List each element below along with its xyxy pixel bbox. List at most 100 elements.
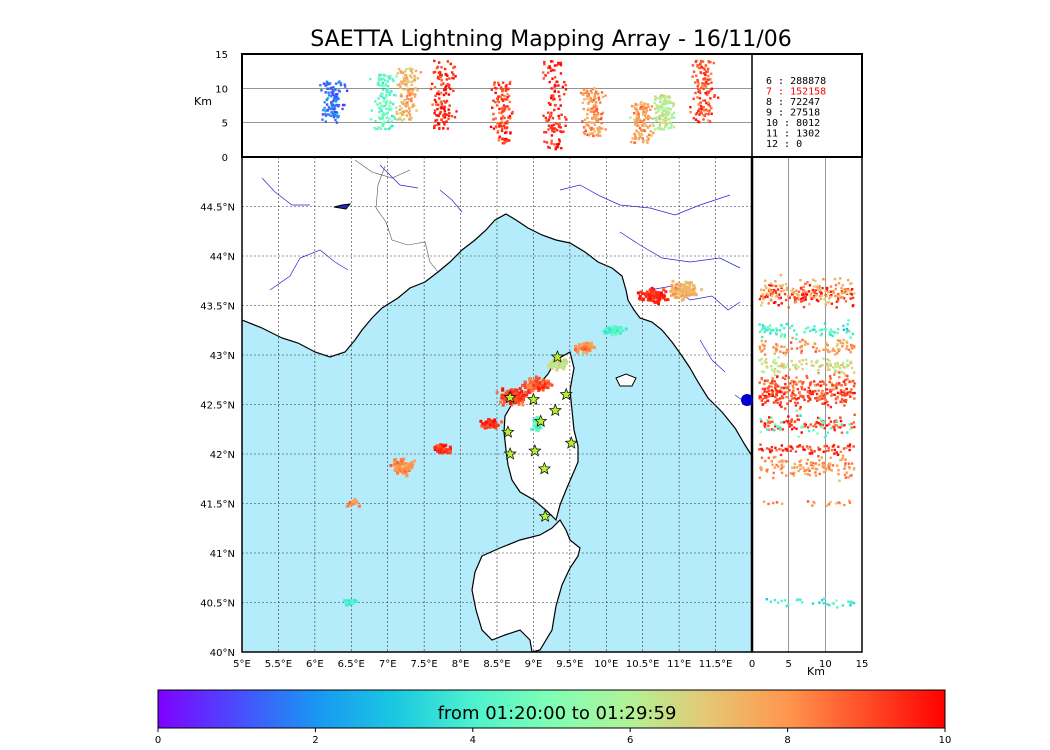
altitude-time-source [411, 68, 414, 71]
altitude-lat-source [760, 362, 764, 365]
altitude-lat-source [812, 380, 816, 383]
lightning-source [502, 393, 506, 397]
altitude-lat-source [816, 432, 819, 435]
altitude-lat-source [759, 395, 762, 399]
lightning-source [355, 500, 359, 504]
altitude-lat-source [845, 446, 848, 449]
altitude-lat-source [835, 424, 838, 427]
altitude-lat-source [780, 405, 783, 409]
altitude-time-source [404, 105, 408, 108]
lightning-source [642, 297, 646, 301]
altitude-lat-source [842, 391, 846, 395]
altitude-lat-source [841, 363, 844, 367]
altitude-lat-source [839, 364, 843, 367]
altitude-lat-source [794, 450, 798, 453]
altitude-time-source [653, 101, 657, 105]
lightning-source [687, 293, 691, 297]
altitude-lat-source [836, 299, 840, 302]
altitude-lat-source [760, 339, 764, 343]
altitude-lat-source [840, 394, 844, 397]
altitude-lat-source [819, 364, 822, 368]
lightning-source [494, 426, 498, 430]
altitude-time-source [672, 111, 676, 115]
altitude-time-source [655, 96, 658, 100]
altitude-time-source [387, 90, 390, 93]
altitude-lat-source [808, 383, 812, 387]
lightning-source [656, 299, 660, 303]
altitude-time-source [557, 107, 560, 110]
lightning-source [694, 293, 698, 297]
altitude-lat-source [792, 393, 795, 396]
altitude-lat-source [846, 288, 849, 292]
altitude-lat-source [829, 377, 832, 380]
altitude-time-source [438, 61, 441, 64]
altitude-lat-source [847, 444, 850, 448]
altitude-lat-source [825, 504, 828, 507]
altitude-time-source [637, 114, 641, 117]
altitude-time-source [408, 115, 412, 118]
altitude-lat-source [809, 461, 813, 464]
altitude-time-source [501, 89, 504, 93]
lightning-source [682, 284, 686, 288]
altitude-lat-source [797, 397, 800, 400]
side-marker [741, 394, 753, 406]
altitude-time-source [642, 121, 646, 125]
altitude-lat-source [842, 399, 846, 403]
altitude-time-source [435, 118, 439, 122]
altitude-lat-source [811, 296, 814, 300]
altitude-lat-source [766, 326, 770, 329]
altitude-lat-source [798, 444, 802, 447]
altitude-time-source [647, 114, 650, 118]
altitude-time-source [430, 82, 434, 86]
altitude-lat-source [782, 363, 786, 366]
altitude-time-source [601, 95, 605, 99]
lightning-source [527, 390, 531, 394]
altitude-lat-source [793, 298, 797, 301]
altitude-time-source [399, 85, 402, 88]
altitude-time-source [443, 107, 446, 111]
lightning-source [670, 284, 674, 288]
altitude-lat-source [799, 459, 803, 462]
altitude-lat-source [799, 297, 803, 301]
altitude-lat-source [797, 469, 800, 473]
altitude-time-source [448, 104, 451, 107]
altitude-lat-source [804, 327, 808, 330]
altitude-lat-source [793, 296, 796, 299]
altitude-lat-source [846, 278, 850, 282]
altitude-time-source [504, 121, 507, 124]
altitude-lat-source [814, 389, 817, 393]
altitude-lat-source [844, 458, 847, 461]
altitude-lat-source [823, 465, 827, 468]
altitude-time-source [506, 126, 509, 129]
altitude-time-source [332, 112, 336, 115]
lightning-source [504, 391, 508, 395]
altitude-lat-source [849, 427, 852, 431]
altitude-lat-source [815, 298, 819, 302]
lightning-source [443, 444, 447, 448]
altitude-time-source [553, 127, 556, 130]
lightning-source [546, 365, 550, 369]
altitude-time-source [410, 99, 413, 103]
altitude-lat-source [758, 347, 762, 351]
altitude-time-source [439, 100, 443, 103]
lightning-source [534, 428, 538, 432]
altitude-lat-source [837, 383, 841, 386]
altitude-time-source [508, 100, 512, 104]
altitude-lat-source [802, 395, 805, 398]
altitude-lat-source [826, 362, 829, 365]
altitude-lat-source [774, 331, 778, 335]
altitude-time-source [492, 99, 495, 102]
lightning-source [551, 365, 555, 369]
altitude-lat-source [842, 338, 845, 342]
altitude-lat-source [846, 374, 849, 378]
altitude-lat-source [791, 447, 794, 450]
altitude-lat-source [760, 467, 763, 471]
altitude-time-source [703, 84, 707, 87]
altitude-lat-source [827, 449, 830, 452]
altitude-lat-source [845, 291, 848, 295]
mainland-coast [242, 213, 752, 457]
altitude-lat-source [835, 382, 838, 385]
altitude-lat-source [815, 361, 818, 364]
altitude-time-source [557, 114, 560, 118]
lightning-source [659, 291, 663, 295]
